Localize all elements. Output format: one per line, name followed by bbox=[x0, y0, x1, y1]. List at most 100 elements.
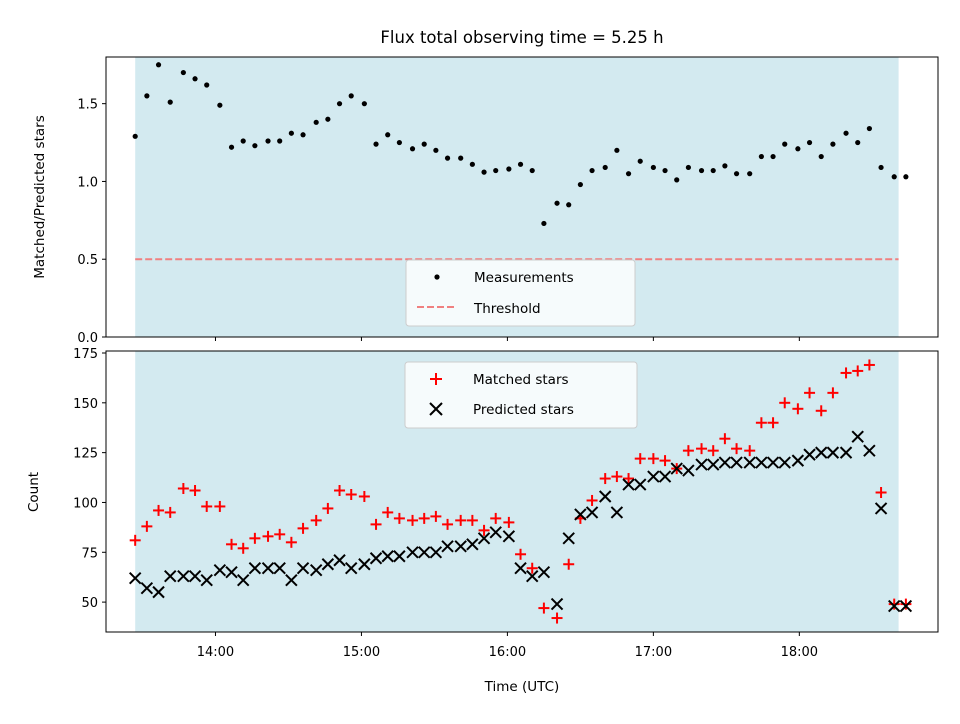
predicted-star-point bbox=[766, 456, 780, 469]
measurement-point bbox=[167, 99, 173, 105]
predicted-star-point bbox=[574, 508, 587, 521]
matched-star-point bbox=[214, 500, 226, 512]
legend-ratio: Measurements Threshold bbox=[405, 259, 636, 327]
y-tick-label-ratio: 1.5 bbox=[77, 98, 98, 113]
predicted-star-point bbox=[791, 454, 805, 467]
matched-star-point bbox=[804, 387, 816, 399]
predicted-star-point bbox=[441, 540, 454, 553]
matched-star-point bbox=[538, 602, 550, 614]
legend-label-threshold: Threshold bbox=[473, 301, 541, 317]
predicted-star-point bbox=[839, 446, 853, 459]
predicted-star-point bbox=[670, 462, 683, 475]
predicted-star-point bbox=[225, 566, 238, 579]
matched-star-point bbox=[634, 453, 646, 465]
measurement-point bbox=[217, 102, 223, 108]
measurement-point bbox=[637, 158, 643, 164]
measurement-point bbox=[180, 69, 186, 76]
measurement-point bbox=[541, 220, 547, 227]
y-tick-label-count: 125 bbox=[73, 447, 98, 462]
y-tick-label-count: 175 bbox=[73, 347, 98, 362]
legend-label-matched: Matched stars bbox=[473, 372, 569, 388]
matched-star-point bbox=[792, 403, 804, 415]
matched-star-point bbox=[744, 445, 756, 457]
predicted-star-point bbox=[273, 562, 286, 575]
matched-star-point bbox=[141, 520, 153, 532]
y-tick-label-count: 75 bbox=[81, 546, 98, 561]
measurement-point bbox=[433, 147, 439, 153]
panel-count-frame bbox=[105, 350, 939, 633]
predicted-star-point bbox=[200, 573, 213, 587]
x-tick-label: 16:00 bbox=[489, 645, 526, 660]
predicted-star-point bbox=[826, 446, 840, 459]
predicted-star-point bbox=[261, 562, 275, 575]
measurement-point bbox=[722, 163, 728, 169]
measurement-point bbox=[277, 138, 283, 144]
measurement-point bbox=[373, 141, 379, 147]
matched-star-point bbox=[875, 486, 887, 498]
measurement-point bbox=[698, 167, 705, 174]
measurement-point bbox=[517, 161, 524, 167]
predicted-star-point bbox=[128, 571, 142, 585]
predicted-star-point bbox=[718, 456, 732, 469]
predicted-star-point bbox=[682, 464, 695, 477]
measurement-point bbox=[602, 164, 608, 171]
measurement-point bbox=[589, 167, 595, 174]
matched-star-point bbox=[503, 516, 515, 528]
predicted-star-point bbox=[236, 573, 250, 587]
y-tick-label-ratio: 0.5 bbox=[77, 253, 98, 268]
measurement-point bbox=[674, 177, 680, 183]
predicted-star-point bbox=[658, 470, 672, 483]
matched-star-point bbox=[237, 542, 249, 554]
measurement-point bbox=[228, 144, 235, 150]
predicted-star-point bbox=[550, 597, 564, 611]
legend-marker-predicted bbox=[429, 402, 443, 416]
y-tick-label-ratio: 0.0 bbox=[77, 331, 98, 346]
measurement-point bbox=[204, 82, 210, 88]
matched-star-point bbox=[274, 528, 286, 540]
predicted-star-point bbox=[647, 470, 660, 483]
matched-star-point bbox=[285, 536, 297, 548]
predicted-star-point bbox=[514, 562, 527, 575]
measurement-point bbox=[710, 167, 716, 174]
matched-star-point bbox=[707, 445, 719, 457]
predicted-star-point bbox=[634, 478, 647, 491]
measurement-point bbox=[903, 174, 909, 180]
matched-star-point bbox=[382, 506, 394, 518]
measurement-point bbox=[421, 141, 427, 147]
predicted-star-point bbox=[285, 573, 298, 587]
predicted-star-point bbox=[152, 585, 165, 599]
panel-ratio: 0.0 0.5 1.0 1.5 Matched/Predicted stars Mea… bbox=[32, 56, 939, 346]
measurement-point bbox=[662, 167, 668, 174]
matched-star-point bbox=[442, 518, 454, 530]
predicted-star-point bbox=[188, 569, 202, 583]
matched-star-point bbox=[827, 387, 839, 399]
predicted-star-point bbox=[562, 532, 575, 545]
predicted-star-point bbox=[899, 599, 913, 613]
panel-ratio-frame bbox=[105, 56, 939, 338]
matched-star-point bbox=[322, 502, 334, 514]
measurement-point bbox=[866, 125, 872, 132]
predicted-star-point bbox=[358, 558, 371, 571]
predicted-star-point bbox=[393, 550, 406, 563]
predicted-star-point bbox=[622, 478, 635, 491]
matched-star-point bbox=[490, 512, 502, 524]
predicted-star-point bbox=[248, 562, 262, 575]
measurement-point bbox=[192, 76, 198, 82]
legend-ratio-box bbox=[405, 259, 636, 327]
x-tick-label: 14:00 bbox=[197, 645, 234, 660]
predicted-star-point bbox=[707, 458, 720, 471]
matched-star-point bbox=[345, 488, 357, 500]
measurement-point bbox=[650, 164, 656, 171]
matched-star-point bbox=[249, 532, 261, 544]
measurement-point bbox=[506, 166, 512, 172]
measurement-point bbox=[529, 167, 535, 174]
chart-title: Flux total observing time = 5.25 h bbox=[380, 28, 663, 47]
matched-star-point bbox=[407, 514, 419, 526]
matched-star-point bbox=[455, 514, 467, 526]
measurement-point bbox=[685, 164, 692, 171]
matched-star-point bbox=[840, 367, 852, 379]
legend-count-box bbox=[404, 361, 638, 429]
predicted-star-point bbox=[502, 530, 516, 543]
matched-star-point bbox=[900, 598, 912, 610]
measurement-point bbox=[348, 93, 354, 99]
